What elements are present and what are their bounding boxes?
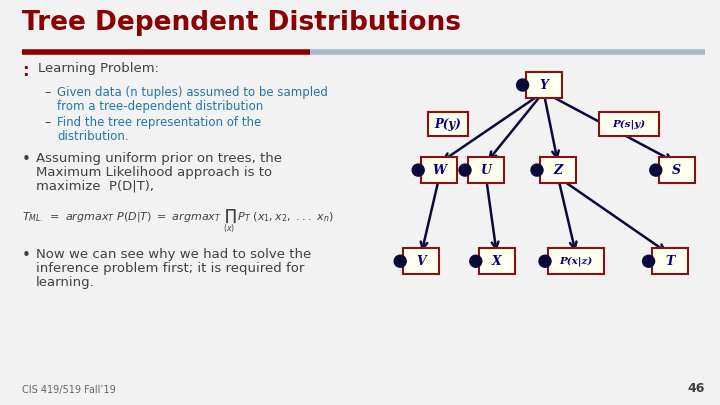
- Text: Z: Z: [554, 164, 562, 177]
- Text: •: •: [22, 152, 31, 167]
- Text: Tree Dependent Distributions: Tree Dependent Distributions: [22, 10, 461, 36]
- FancyBboxPatch shape: [540, 157, 576, 183]
- Text: Assuming uniform prior on trees, the: Assuming uniform prior on trees, the: [36, 152, 282, 165]
- Text: :: :: [22, 62, 29, 80]
- Text: Learning Problem:: Learning Problem:: [38, 62, 159, 75]
- Circle shape: [539, 255, 551, 267]
- Text: P(x|z): P(x|z): [559, 256, 593, 266]
- Circle shape: [649, 164, 662, 176]
- Text: $T_{ML.}\ =\ argmax_T\ P(D|T)\ =\ argmax_T\ \prod_{(x)}\ P_T\ (x_1,x_2,\ ...\ x_: $T_{ML.}\ =\ argmax_T\ P(D|T)\ =\ argmax…: [22, 208, 334, 235]
- Text: –: –: [44, 86, 50, 99]
- Text: –: –: [44, 116, 50, 129]
- Circle shape: [412, 164, 424, 176]
- Text: from a tree-dependent distribution: from a tree-dependent distribution: [57, 100, 264, 113]
- Circle shape: [459, 164, 471, 176]
- Text: Now we can see why we had to solve the: Now we can see why we had to solve the: [36, 248, 311, 261]
- Text: maximize  P(D|T),: maximize P(D|T),: [36, 180, 154, 193]
- Circle shape: [469, 255, 482, 267]
- Text: V: V: [416, 255, 426, 268]
- Circle shape: [395, 255, 406, 267]
- FancyBboxPatch shape: [479, 248, 515, 274]
- Text: S: S: [672, 164, 681, 177]
- Text: W: W: [432, 164, 446, 177]
- FancyBboxPatch shape: [468, 157, 504, 183]
- Text: Find the tree representation of the: Find the tree representation of the: [57, 116, 261, 129]
- FancyBboxPatch shape: [598, 112, 659, 136]
- FancyBboxPatch shape: [428, 112, 468, 136]
- Text: learning.: learning.: [36, 276, 95, 289]
- Text: Maximum Likelihood approach is to: Maximum Likelihood approach is to: [36, 166, 272, 179]
- Circle shape: [643, 255, 654, 267]
- Text: T: T: [665, 255, 674, 268]
- Text: P(y): P(y): [434, 118, 462, 131]
- Text: inference problem first; it is required for: inference problem first; it is required …: [36, 262, 305, 275]
- Circle shape: [531, 164, 543, 176]
- FancyBboxPatch shape: [421, 157, 457, 183]
- Text: P(s|y): P(s|y): [612, 119, 645, 129]
- FancyBboxPatch shape: [652, 248, 688, 274]
- Text: Given data (n tuples) assumed to be sampled: Given data (n tuples) assumed to be samp…: [57, 86, 328, 99]
- FancyBboxPatch shape: [403, 248, 439, 274]
- Text: U: U: [480, 164, 492, 177]
- Text: 46: 46: [688, 382, 705, 395]
- Text: •: •: [22, 248, 31, 263]
- FancyBboxPatch shape: [548, 248, 604, 274]
- FancyBboxPatch shape: [526, 72, 562, 98]
- Text: distribution.: distribution.: [57, 130, 129, 143]
- FancyBboxPatch shape: [659, 157, 695, 183]
- Text: CIS 419/519 Fall’19: CIS 419/519 Fall’19: [22, 385, 116, 395]
- Circle shape: [517, 79, 528, 91]
- Text: X: X: [492, 255, 502, 268]
- Text: Y: Y: [539, 79, 548, 92]
